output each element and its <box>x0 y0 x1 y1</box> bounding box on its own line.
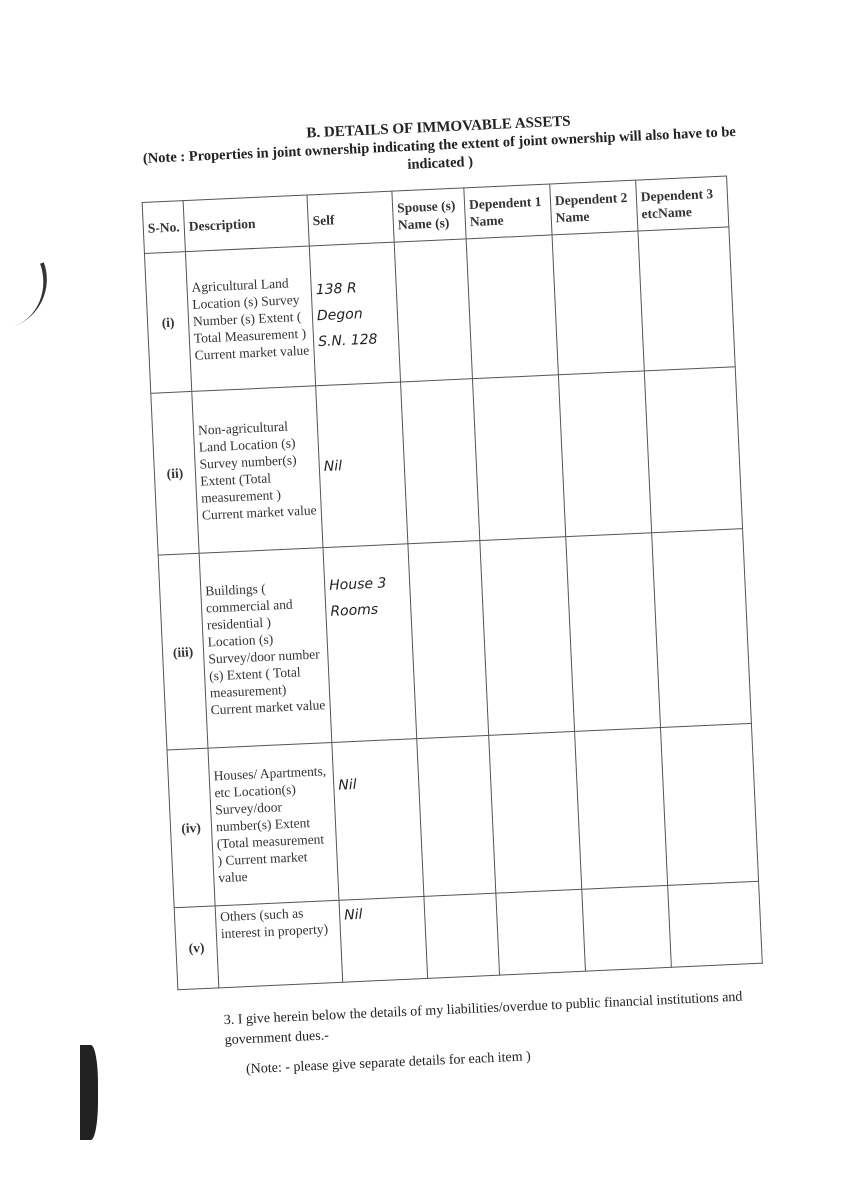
header-dependent-1: Dependent 1 Name <box>463 184 552 239</box>
row-dependent-1 <box>495 889 586 976</box>
row-spouse <box>416 735 496 897</box>
row-dependent-2 <box>558 370 652 537</box>
row-dependent-1 <box>472 374 566 541</box>
table-row: (ii) Non-agricultural Land Location (s) … <box>150 366 743 556</box>
row-spouse <box>423 893 500 979</box>
row-dependent-3 <box>667 881 763 968</box>
row-dependent-3 <box>637 226 736 371</box>
row-sno: (ii) <box>150 391 200 556</box>
row-dependent-3 <box>660 723 759 886</box>
row-dependent-2 <box>551 231 645 375</box>
row-spouse <box>394 238 473 382</box>
table-row: (iv) Houses/ Apartments, etc Location(s)… <box>167 723 759 908</box>
row-dependent-2 <box>581 885 672 972</box>
row-self-handwritten: House 3 Rooms <box>322 543 417 743</box>
row-description: Agricultural Land Location (s) Survey Nu… <box>185 245 316 392</box>
row-dependent-3 <box>644 366 743 533</box>
row-sno: (iv) <box>167 748 216 908</box>
row-dependent-1 <box>466 234 559 379</box>
row-self-handwritten: Nil <box>338 896 428 983</box>
row-description: Non-agricultural Land Location (s) Surve… <box>191 385 323 554</box>
row-self-handwritten: Nil <box>315 381 408 548</box>
row-description: Buildings ( commercial and residential )… <box>199 547 332 749</box>
row-dependent-1 <box>479 536 575 736</box>
row-description: Others (such as interest in property) <box>215 900 343 988</box>
table-row: (i) Agricultural Land Location (s) Surve… <box>144 226 736 394</box>
row-self-handwritten: Nil <box>331 738 424 901</box>
row-dependent-3 <box>651 528 752 728</box>
row-spouse <box>400 378 480 544</box>
liabilities-note: (Note: - please give separate details fo… <box>245 1049 532 1078</box>
liabilities-paragraph: 3. I give herein below the details of my… <box>223 989 743 1049</box>
row-description: Houses/ Apartments, etc Location(s) Surv… <box>207 742 339 906</box>
header-self: Self <box>306 191 395 246</box>
header-dependent-3: Dependent 3 etcName <box>635 175 729 232</box>
scan-artifact <box>80 1045 98 1140</box>
row-spouse <box>407 540 489 739</box>
immovable-assets-table: S-No. Description Self Spouse (s) Name (… <box>142 175 763 990</box>
row-dependent-2 <box>565 532 661 732</box>
table-row: (iii) Buildings ( commercial and residen… <box>158 528 752 750</box>
row-dependent-1 <box>488 731 582 894</box>
row-sno: (i) <box>144 251 192 394</box>
header-sno: S-No. <box>142 200 186 254</box>
row-dependent-2 <box>574 727 668 890</box>
row-sno: (v) <box>174 905 219 990</box>
header-spouse: Spouse (s) Name (s) <box>391 187 467 243</box>
header-dependent-2: Dependent 2 Name <box>549 180 638 235</box>
row-self-handwritten: 138 R Degon S.N. 128 <box>309 242 401 386</box>
header-description: Description <box>183 195 310 252</box>
